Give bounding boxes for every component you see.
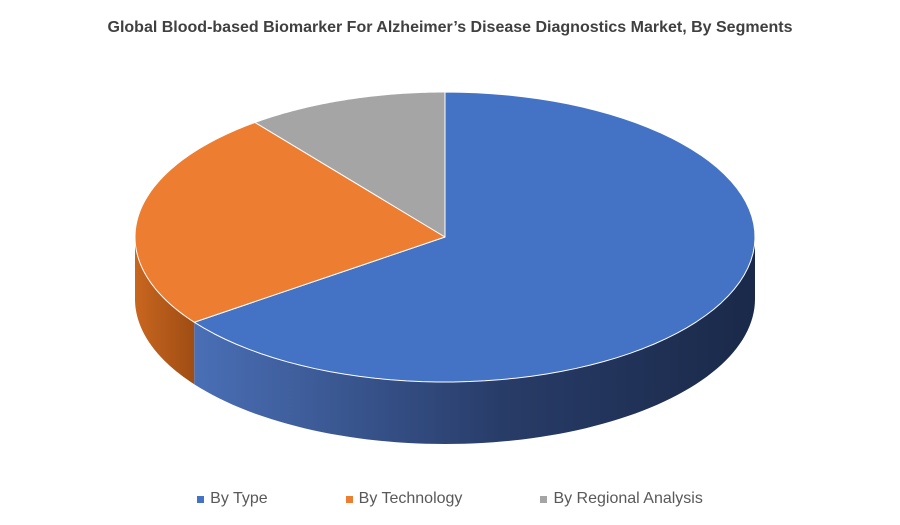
pie-slice-by-technology — [134, 121, 446, 323]
legend-swatch-by-technology — [345, 495, 353, 503]
legend-label: By Regional Analysis — [553, 490, 703, 507]
pie-side-by-technology — [135, 237, 195, 385]
legend-label: By Technology — [358, 490, 463, 507]
pie-slice-by-regional-analysis — [254, 91, 446, 238]
legend-label: By Type — [210, 490, 268, 507]
legend-item-by-technology: By Technology — [345, 490, 463, 508]
chart-title: Global Blood-based Biomarker For Alzheim… — [107, 19, 793, 36]
chart-legend: By Type By Technology By Regional Analys… — [0, 490, 900, 508]
legend-item-by-type: By Type — [197, 490, 268, 508]
legend-swatch-by-regional-analysis — [540, 495, 548, 503]
pie-side-by-type — [194, 237, 755, 444]
legend-item-by-regional-analysis: By Regional Analysis — [540, 490, 703, 508]
pie-slice-by-type — [193, 91, 756, 383]
legend-swatch-by-type — [197, 495, 205, 503]
